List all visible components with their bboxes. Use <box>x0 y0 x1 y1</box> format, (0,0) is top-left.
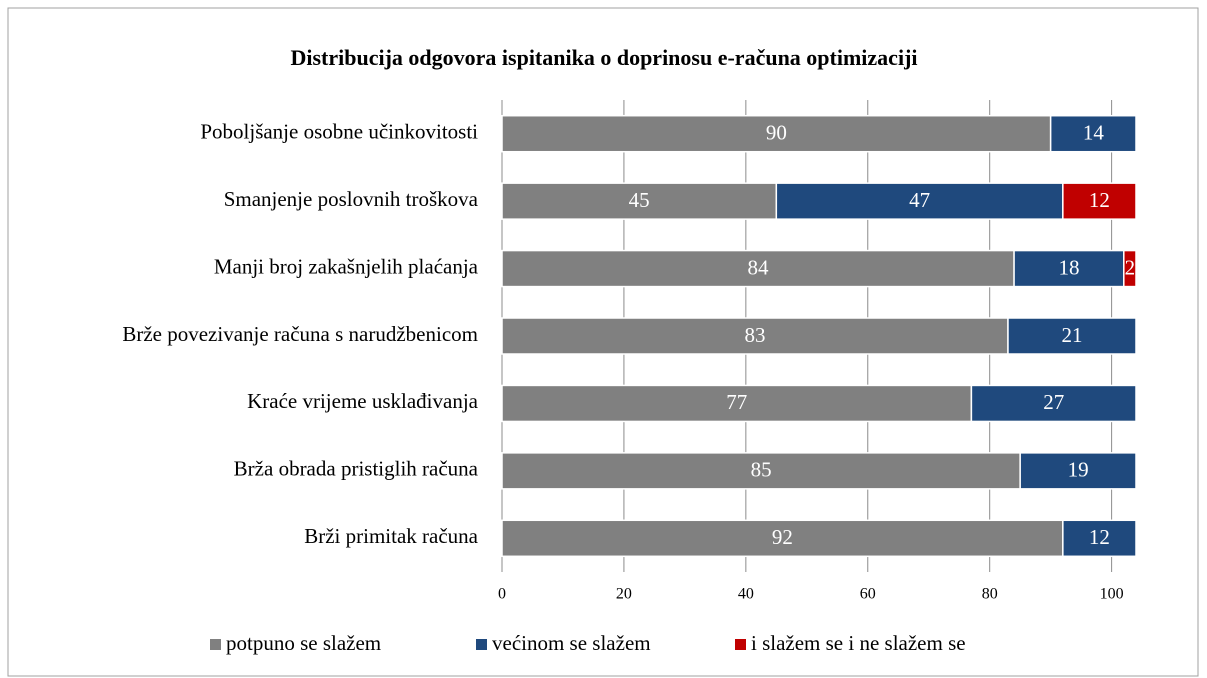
data-label: 85 <box>751 458 772 482</box>
data-label: 83 <box>744 323 765 347</box>
bar-segment <box>1019 452 1137 490</box>
data-label: 21 <box>1061 323 1082 347</box>
bar-segment <box>501 249 1015 288</box>
data-label: 2 <box>1125 255 1136 279</box>
y-tick-label: Brži primitak računa <box>304 524 478 548</box>
data-label: 19 <box>1068 458 1089 482</box>
bar-segment <box>501 317 1009 355</box>
y-tick-label: Brža obrada pristiglih računa <box>234 457 479 481</box>
y-tick-label: Kraće vrijeme usklađivanja <box>247 389 479 413</box>
data-label: 47 <box>909 188 930 212</box>
legend-label: potpuno se slažem <box>226 631 381 655</box>
x-tick-label: 60 <box>860 586 876 603</box>
bar-segment <box>970 384 1137 423</box>
data-label: 77 <box>726 390 747 414</box>
data-label: 18 <box>1058 255 1079 279</box>
data-label: 12 <box>1089 525 1110 549</box>
bar-segment <box>501 182 778 220</box>
data-label: 90 <box>766 121 787 145</box>
bar-segment <box>1062 519 1137 558</box>
bar-segment <box>1062 182 1137 220</box>
chart-title: Distribucija odgovora ispitanika o dopri… <box>290 45 917 70</box>
y-tick-label: Smanjenje poslovnih troškova <box>224 187 479 211</box>
y-tick-label: Poboljšanje osobne učinkovitosti <box>200 120 478 144</box>
legend-swatch <box>210 639 221 650</box>
bar-segment <box>1049 114 1137 153</box>
bar-segment <box>501 384 973 423</box>
legend-swatch <box>476 639 487 650</box>
bar-segment <box>1007 317 1137 355</box>
data-label: 84 <box>748 255 770 279</box>
data-label: 14 <box>1083 121 1105 145</box>
legend-label: i slažem se i ne slažem se <box>751 631 966 655</box>
legend-swatch <box>735 639 746 650</box>
data-label: 92 <box>772 525 793 549</box>
data-label: 45 <box>629 188 650 212</box>
bar-segment <box>501 452 1021 490</box>
legend-label: većinom se slažem <box>492 631 651 655</box>
y-tick-label: Manji broj zakašnjelih plaćanja <box>214 254 479 278</box>
bar-segment <box>501 519 1064 558</box>
x-tick-label: 0 <box>498 586 506 603</box>
data-label: 12 <box>1089 188 1110 212</box>
x-tick-label: 100 <box>1100 586 1124 603</box>
x-tick-label: 80 <box>982 586 998 603</box>
x-tick-label: 20 <box>616 586 632 603</box>
data-label: 27 <box>1043 390 1064 414</box>
bar-segment <box>775 182 1064 220</box>
bar-segment <box>1013 249 1125 288</box>
y-tick-label: Brže povezivanje računa s narudžbenicom <box>122 322 478 346</box>
bar-segment <box>1123 249 1137 288</box>
x-tick-label: 40 <box>738 586 754 603</box>
